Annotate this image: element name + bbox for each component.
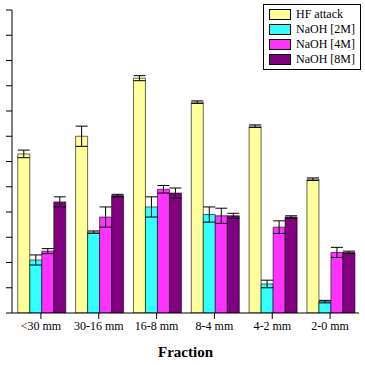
- svg-text:4-2 mm: 4-2 mm: [253, 319, 291, 333]
- html-text:NaOH [4M]: NaOH [4M]: [296, 37, 355, 51]
- html-text:NaOH [2M]: NaOH [2M]: [296, 22, 355, 36]
- svg-text:30-16 mm: 30-16 mm: [74, 319, 124, 333]
- html-text:HF attack: HF attack: [296, 7, 343, 21]
- svg-text:Fraction: Fraction: [158, 344, 214, 360]
- svg-text:16-8 mm: 16-8 mm: [135, 319, 179, 333]
- svg-text:8-4 mm: 8-4 mm: [196, 319, 234, 333]
- html-text:NaOH [8M]: NaOH [8M]: [296, 52, 355, 66]
- svg-text:<30 mm: <30 mm: [21, 319, 62, 333]
- svg-text:2-0 mm: 2-0 mm: [311, 319, 349, 333]
